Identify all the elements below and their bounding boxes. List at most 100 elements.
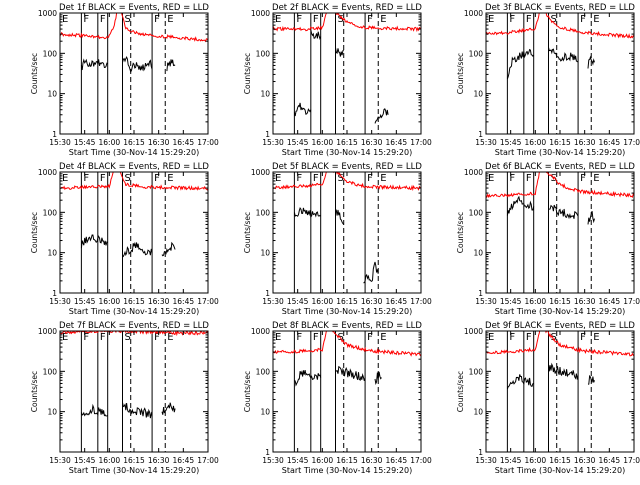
- x-tick-label: 16:15: [549, 138, 571, 147]
- chart-title: Det 2f BLACK = Events, RED = LLD: [272, 3, 422, 13]
- x-tick-label: 16:15: [549, 456, 571, 465]
- x-tick-label: 17:00: [623, 138, 640, 147]
- marker-letter: E: [275, 332, 281, 343]
- y-tick-label: 100: [256, 208, 271, 217]
- series-line-lld: [60, 13, 208, 43]
- marker-letter: F: [580, 332, 586, 343]
- series-line-events: [548, 204, 579, 220]
- series-line-events: [587, 374, 595, 385]
- x-tick-label: 15:45: [500, 297, 522, 306]
- x-tick-label: 16:45: [173, 138, 195, 147]
- marker-letter: F: [367, 332, 373, 343]
- marker-letter: F: [367, 173, 373, 184]
- x-tick-label: 15:45: [287, 138, 309, 147]
- x-tick-label: 15:45: [74, 297, 96, 306]
- x-tick-label: 17:00: [623, 456, 640, 465]
- x-tick-label: 16:15: [549, 297, 571, 306]
- marker-letter: E: [593, 173, 599, 184]
- x-tick-label: 16:45: [599, 138, 621, 147]
- chart-title: Det 9f BLACK = Events, RED = LLD: [485, 321, 635, 331]
- series-line-events: [548, 47, 579, 63]
- x-tick-label: 15:30: [475, 456, 497, 465]
- series-line-events: [166, 59, 176, 72]
- plot-frame: [485, 171, 635, 294]
- x-tick-label: 15:45: [287, 297, 309, 306]
- y-tick-label: 1000: [464, 9, 483, 18]
- x-tick-label: 16:30: [574, 138, 596, 147]
- y-axis-label: Counts/sec: [456, 371, 465, 412]
- series-line-events: [80, 403, 108, 417]
- x-tick-label: 16:30: [361, 138, 383, 147]
- x-tick-label: 16:45: [599, 297, 621, 306]
- marker-letter: F: [580, 173, 586, 184]
- y-tick-label: 10: [47, 249, 57, 258]
- y-axis-label: Counts/sec: [456, 53, 465, 94]
- y-tick-label: 100: [256, 367, 271, 376]
- x-tick-label: 15:45: [74, 138, 96, 147]
- marker-letter: F: [100, 173, 106, 184]
- x-tick-label: 15:30: [49, 138, 71, 147]
- marker-letter: E: [167, 14, 173, 25]
- marker-letter: E: [593, 14, 599, 25]
- marker-letter: F: [154, 173, 160, 184]
- y-tick-label: 10: [473, 408, 483, 417]
- x-tick-label: 16:00: [525, 297, 547, 306]
- series-line-events: [335, 365, 366, 382]
- marker-letter: E: [593, 332, 599, 343]
- series-line-events: [506, 48, 535, 80]
- y-tick-label: 1000: [251, 168, 270, 177]
- series-line-lld: [273, 331, 421, 357]
- marker-letter: E: [62, 173, 68, 184]
- x-tick-label: 16:30: [361, 297, 383, 306]
- series-line-events: [335, 47, 344, 57]
- marker-letter: E: [62, 14, 68, 25]
- series-line-events: [80, 234, 108, 249]
- marker-letter: E: [62, 332, 68, 343]
- x-tick-label: 16:30: [148, 456, 170, 465]
- x-tick-label: 16:15: [336, 297, 358, 306]
- marker-letter: F: [83, 173, 89, 184]
- marker-letter: S: [124, 332, 130, 343]
- x-tick-label: 16:30: [574, 297, 596, 306]
- marker-letter: S: [124, 173, 130, 184]
- series-line-lld: [60, 172, 208, 191]
- series-group: [60, 13, 208, 74]
- y-tick-label: 100: [43, 367, 58, 376]
- marker-letter: S: [337, 173, 343, 184]
- y-tick-label: 1000: [464, 168, 483, 177]
- x-axis-label: Start Time (30-Nov-14 15:29:20): [69, 148, 199, 157]
- marker-letter: F: [100, 14, 106, 25]
- series-line-events: [122, 402, 153, 419]
- chart-title: Det 6f BLACK = Events, RED = LLD: [485, 162, 635, 172]
- series-line-events: [363, 261, 379, 284]
- x-axis-label: Start Time (30-Nov-14 15:29:20): [495, 307, 625, 316]
- y-axis-label: Counts/sec: [243, 371, 252, 412]
- series-group: [273, 172, 421, 284]
- y-tick-label: 1: [265, 289, 270, 298]
- series-line-events: [506, 195, 535, 216]
- x-tick-label: 16:00: [312, 456, 334, 465]
- x-tick-label: 16:30: [361, 456, 383, 465]
- y-axis-label: Counts/sec: [243, 53, 252, 94]
- chart-title: Det 7f BLACK = Events, RED = LLD: [59, 321, 209, 331]
- y-tick-label: 100: [469, 49, 484, 58]
- chart-title: Det 1f BLACK = Events, RED = LLD: [59, 3, 209, 13]
- marker-letter: F: [100, 332, 106, 343]
- chart-title: Det 5f BLACK = Events, RED = LLD: [272, 162, 422, 172]
- series-line-lld: [486, 13, 634, 39]
- y-tick-label: 100: [43, 208, 58, 217]
- y-tick-label: 1000: [38, 168, 57, 177]
- x-axis-label: Start Time (30-Nov-14 15:29:20): [495, 466, 625, 475]
- series-line-events: [374, 108, 389, 124]
- marker-letter: S: [550, 14, 556, 25]
- x-tick-label: 16:00: [525, 138, 547, 147]
- x-tick-label: 16:45: [386, 138, 408, 147]
- x-axis-label: Start Time (30-Nov-14 15:29:20): [282, 148, 412, 157]
- y-tick-label: 1000: [251, 327, 270, 336]
- marker-letter: E: [380, 14, 386, 25]
- plot-frame: [59, 171, 209, 294]
